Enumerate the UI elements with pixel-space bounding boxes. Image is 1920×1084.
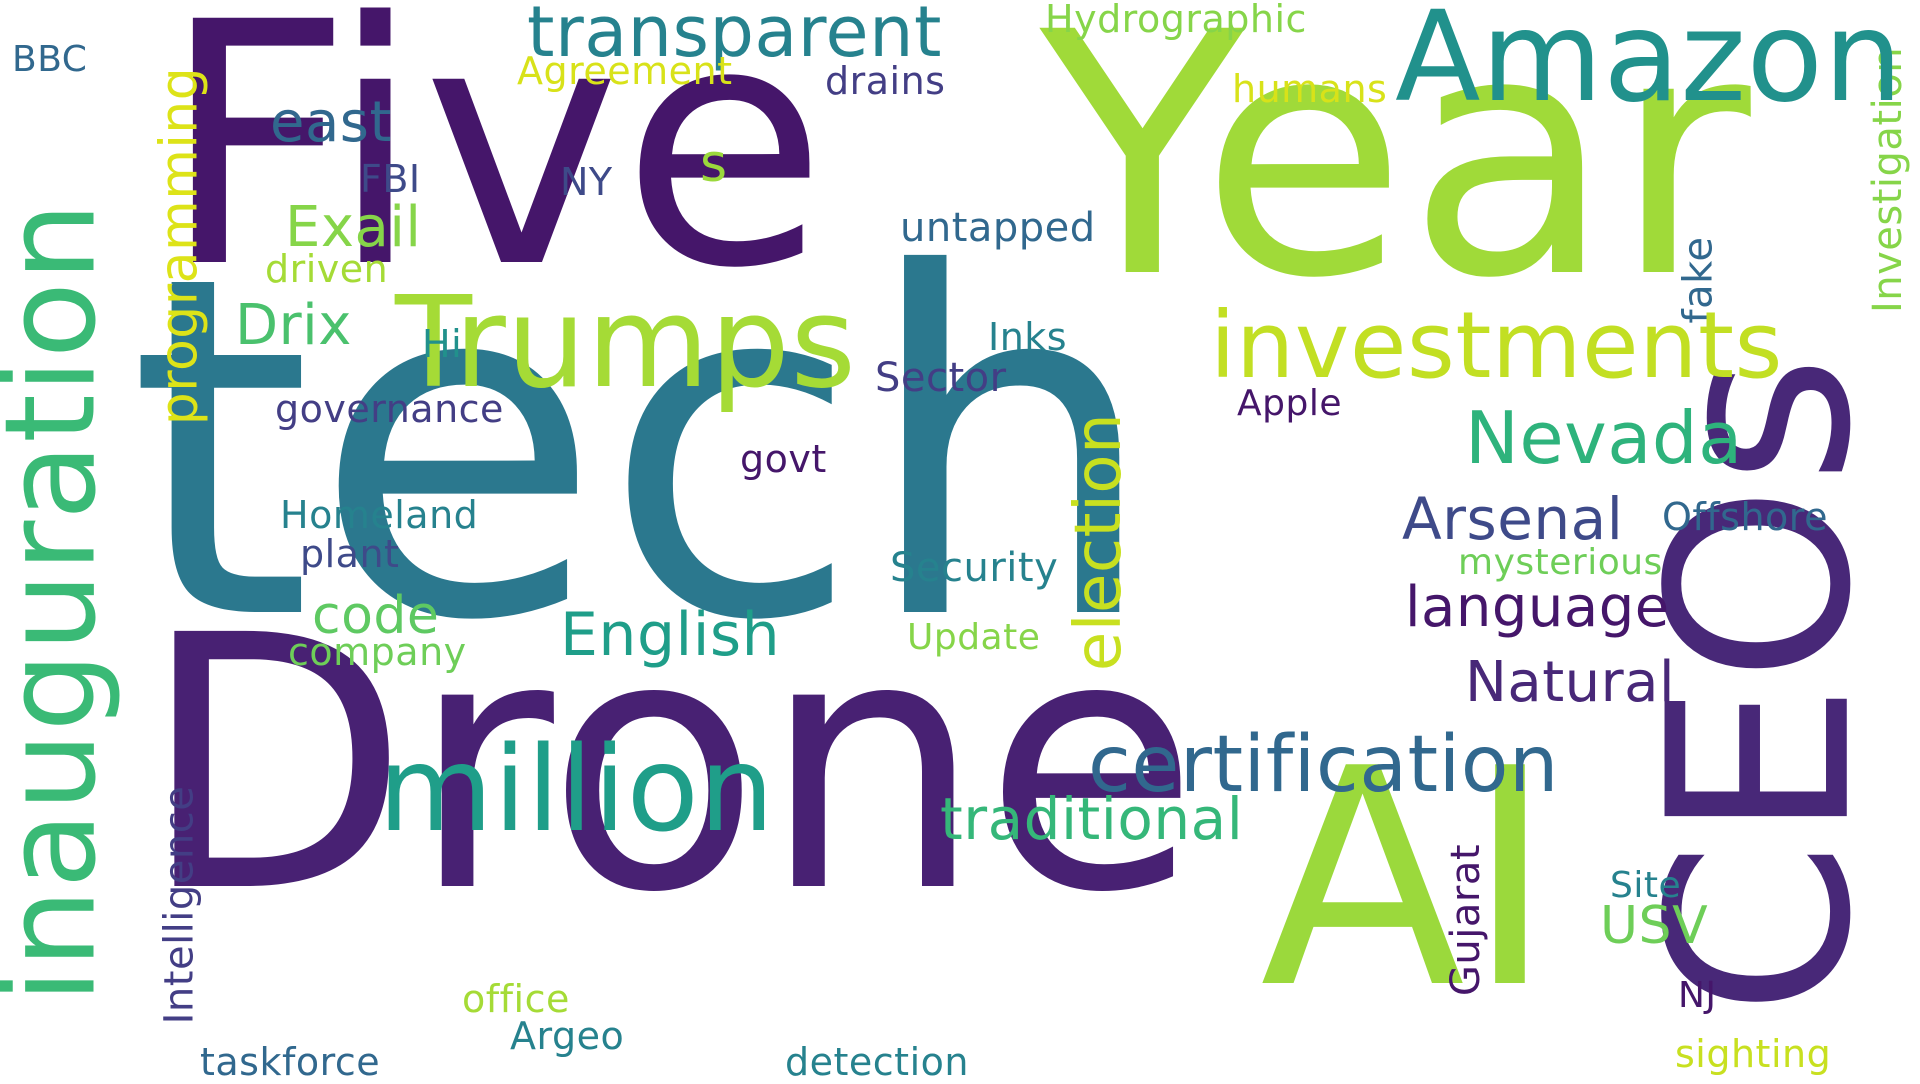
word-trumps: Trumps bbox=[395, 269, 857, 416]
word-update: Update bbox=[907, 617, 1041, 658]
word-exail: Exail bbox=[285, 195, 422, 260]
word-election: election bbox=[1062, 412, 1137, 672]
word-drix: Drix bbox=[235, 293, 352, 358]
word-programming: programming bbox=[149, 66, 210, 426]
word-argeo: Argeo bbox=[510, 1014, 625, 1058]
word-taskforce: taskforce bbox=[200, 1040, 381, 1084]
word-language: language bbox=[1405, 575, 1670, 640]
word-sector: Sector bbox=[875, 355, 1007, 401]
word-traditional: traditional bbox=[940, 785, 1244, 853]
word-inauguration: inauguration bbox=[0, 201, 124, 1004]
word-security: Security bbox=[890, 545, 1059, 591]
word-humans: humans bbox=[1232, 67, 1388, 111]
word-five: Five bbox=[160, 0, 828, 342]
word-arsenal: Arsenal bbox=[1402, 485, 1624, 553]
word-company: company bbox=[288, 630, 467, 674]
word-usv: USV bbox=[1600, 896, 1709, 956]
word-inks: Inks bbox=[988, 315, 1068, 359]
word-offshore: Offshore bbox=[1662, 495, 1828, 539]
word-gujarat: Gujarat bbox=[1443, 843, 1490, 997]
word-untapped: untapped bbox=[900, 205, 1096, 251]
word-homeland: Homeland bbox=[280, 493, 479, 537]
word-sighting: sighting bbox=[1675, 1032, 1832, 1076]
word-east: east bbox=[270, 90, 392, 155]
word-governance: governance bbox=[275, 387, 504, 431]
word-apple: Apple bbox=[1237, 383, 1342, 424]
word-office: office bbox=[462, 977, 570, 1021]
word-detection: detection bbox=[785, 1040, 969, 1084]
word-transparent: transparent bbox=[527, 0, 942, 73]
word-agreement: Agreement bbox=[517, 49, 733, 93]
word-investments: investments bbox=[1210, 292, 1783, 399]
word-govt: govt bbox=[740, 437, 827, 481]
word-year: Year bbox=[1040, 0, 1752, 352]
word-tech: tech bbox=[128, 176, 1160, 723]
word-mysterious: mysterious bbox=[1458, 542, 1663, 583]
word-s: s bbox=[700, 134, 728, 194]
word-amazon: Amazon bbox=[1395, 0, 1904, 130]
word-ai: AI bbox=[1260, 705, 1555, 1054]
word-intelligence: Intelligence bbox=[156, 785, 203, 1025]
word-natural: Natural bbox=[1465, 650, 1676, 715]
word-certification: certification bbox=[1088, 720, 1559, 810]
word-fbi: FBI bbox=[360, 157, 421, 201]
word-code: code bbox=[312, 586, 440, 646]
word-driven: driven bbox=[265, 247, 389, 291]
word-hydrographic: Hydrographic bbox=[1045, 0, 1307, 41]
word-nevada: Nevada bbox=[1465, 396, 1743, 480]
word-bbc: BBC bbox=[12, 39, 88, 80]
word-plant: plant bbox=[300, 532, 400, 576]
word-english: English bbox=[560, 600, 781, 670]
word-drains: drains bbox=[825, 59, 946, 103]
word-nj: NJ bbox=[1678, 975, 1717, 1016]
word-million: million bbox=[378, 720, 775, 858]
word-hi: Hi bbox=[422, 322, 463, 366]
word-site: Site bbox=[1610, 865, 1682, 906]
word-drone: Drone bbox=[140, 561, 1200, 969]
word-ny: NY bbox=[560, 160, 613, 204]
